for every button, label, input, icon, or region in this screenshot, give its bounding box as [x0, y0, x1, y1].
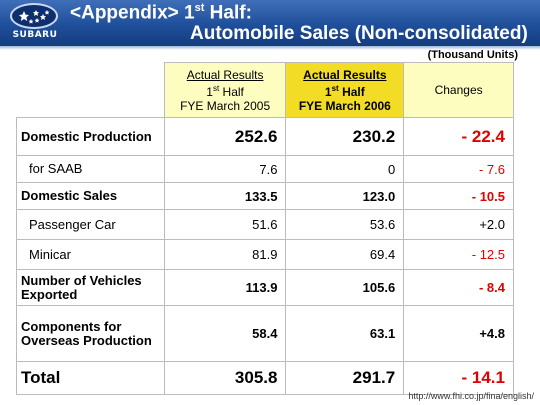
subaru-star-emblem-icon	[10, 3, 58, 29]
value-fye2005: 81.9	[163, 239, 287, 270]
units-label: (Thousand Units)	[427, 49, 518, 61]
value-change: - 7.6	[403, 155, 514, 183]
value-fye2006: 63.1	[285, 305, 405, 362]
value-change: - 12.5	[403, 239, 514, 270]
page-title-line1: <Appendix> 1st Half:	[70, 2, 252, 24]
column-header-fye2005: Actual Results 1st Half FYE March 2005	[163, 62, 287, 118]
value-change: - 14.1	[403, 361, 514, 395]
value-change: +2.0	[403, 209, 514, 240]
table-row: Total 305.8 291.7 - 14.1	[16, 361, 514, 395]
row-label: Domestic Production	[16, 117, 165, 156]
header-divider	[0, 46, 540, 50]
table-row: Passenger Car 51.6 53.6 +2.0	[16, 209, 514, 240]
row-label: Domestic Sales	[16, 182, 165, 210]
row-label: for SAAB	[16, 155, 165, 183]
logo-wordmark: SUBARU	[12, 30, 58, 40]
value-fye2006: 105.6	[285, 269, 405, 306]
table-row: Minicar 81.9 69.4 - 12.5	[16, 239, 514, 270]
value-change: +4.8	[403, 305, 514, 362]
row-label: Components for Overseas Production	[16, 305, 165, 362]
table-row: Number of Vehicles Exported 113.9 105.6 …	[16, 269, 514, 306]
value-fye2005: 113.9	[163, 269, 287, 306]
row-label: Total	[16, 361, 165, 395]
header-blank-cell	[16, 62, 165, 118]
table-row: for SAAB 7.6 0 - 7.6	[16, 155, 514, 183]
value-fye2005: 252.6	[163, 117, 287, 156]
column-header-fye2006: Actual Results 1st Half FYE March 2006	[285, 62, 405, 118]
table-row: Components for Overseas Production 58.4 …	[16, 305, 514, 362]
page-title-line2: Automobile Sales (Non-consolidated)	[190, 23, 528, 44]
value-change: - 8.4	[403, 269, 514, 306]
sales-table: Actual Results 1st Half FYE March 2005 A…	[16, 62, 514, 395]
value-fye2005: 305.8	[163, 361, 287, 395]
subaru-logo: SUBARU	[4, 3, 66, 43]
value-fye2005: 7.6	[163, 155, 287, 183]
value-fye2005: 133.5	[163, 182, 287, 210]
value-change: - 22.4	[403, 117, 514, 156]
value-fye2006: 230.2	[285, 117, 405, 156]
value-change: - 10.5	[403, 182, 514, 210]
row-label: Number of Vehicles Exported	[16, 269, 165, 306]
value-fye2006: 69.4	[285, 239, 405, 270]
footer-url: http://www.fhi.co.jp/fina/english/	[408, 391, 534, 401]
table-row: Domestic Production 252.6 230.2 - 22.4	[16, 117, 514, 156]
table-header-row: Actual Results 1st Half FYE March 2005 A…	[16, 62, 514, 118]
column-header-changes: Changes	[403, 62, 514, 118]
value-fye2006: 53.6	[285, 209, 405, 240]
value-fye2006: 0	[285, 155, 405, 183]
value-fye2006: 123.0	[285, 182, 405, 210]
header-band: SUBARU <Appendix> 1st Half: Automobile S…	[0, 0, 540, 46]
value-fye2006: 291.7	[285, 361, 405, 395]
value-fye2005: 58.4	[163, 305, 287, 362]
value-fye2005: 51.6	[163, 209, 287, 240]
row-label: Minicar	[16, 239, 165, 270]
row-label: Passenger Car	[16, 209, 165, 240]
table-row: Domestic Sales 133.5 123.0 - 10.5	[16, 182, 514, 210]
